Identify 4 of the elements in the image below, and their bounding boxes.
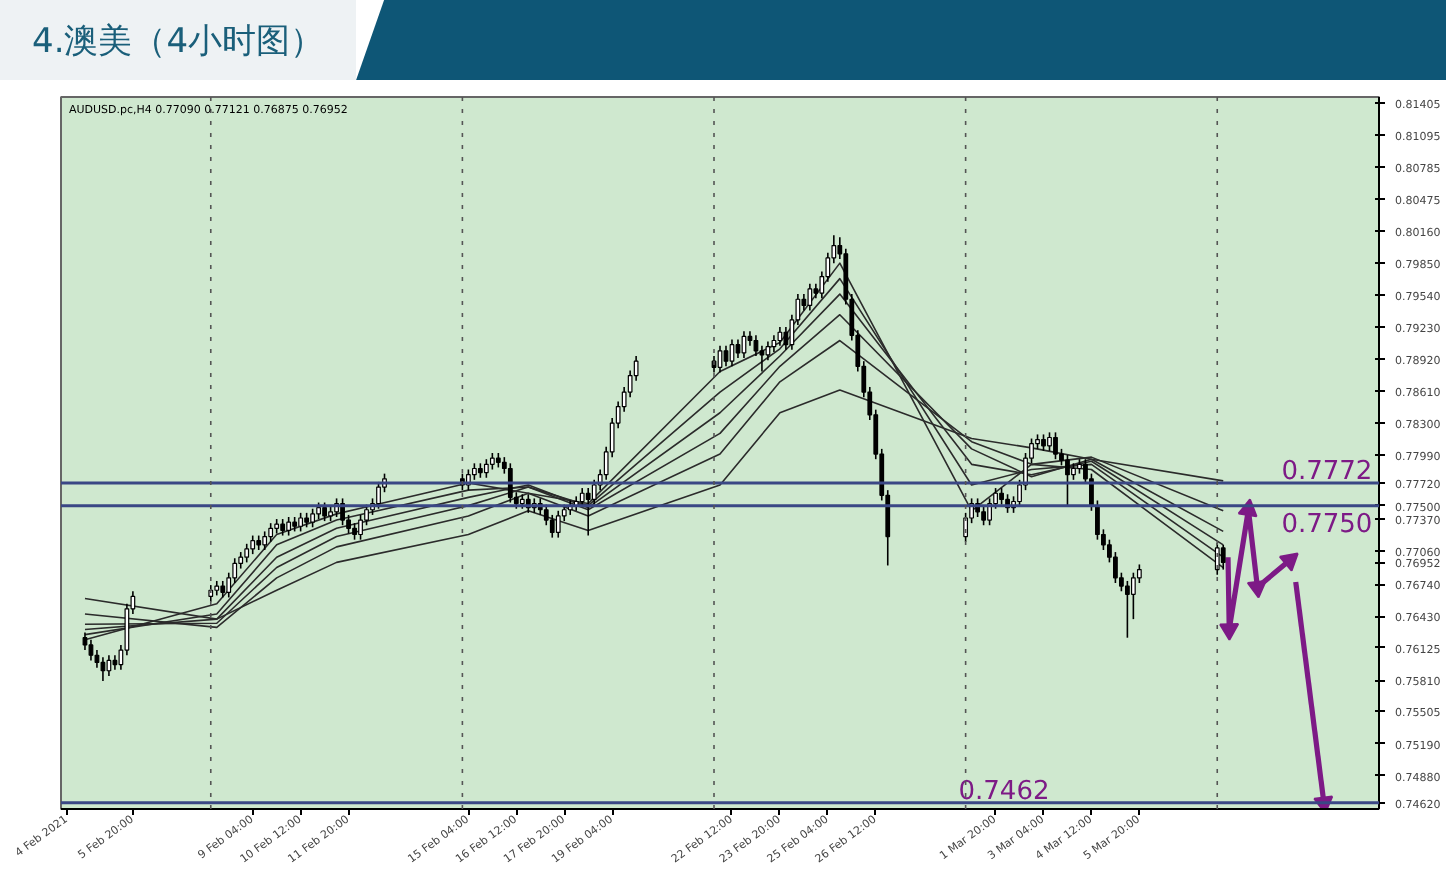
- ref-line-label: 0.7750: [1281, 509, 1373, 540]
- ref-line-label: 0.7772: [1281, 456, 1373, 487]
- chart-title: 4.澳美（4小时图）: [0, 0, 357, 80]
- ref-line-label: 0.7462: [958, 776, 1050, 807]
